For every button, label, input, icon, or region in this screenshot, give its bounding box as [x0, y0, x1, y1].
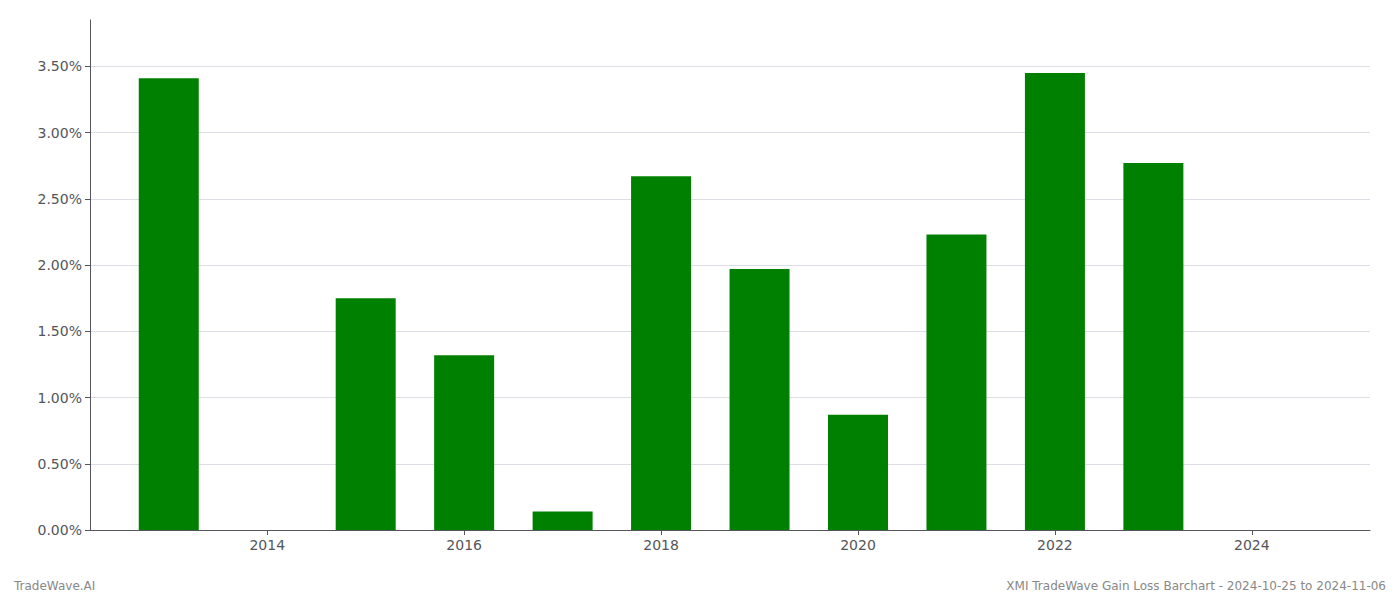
svg-text:2024: 2024: [1234, 537, 1270, 553]
svg-text:2016: 2016: [446, 537, 482, 553]
svg-text:2018: 2018: [643, 537, 679, 553]
svg-text:3.50%: 3.50%: [38, 58, 82, 74]
svg-text:1.00%: 1.00%: [38, 390, 82, 406]
svg-text:TradeWave.AI: TradeWave.AI: [13, 579, 95, 593]
svg-text:2014: 2014: [249, 537, 285, 553]
svg-text:1.50%: 1.50%: [38, 323, 82, 339]
svg-text:2.50%: 2.50%: [38, 191, 82, 207]
svg-text:2022: 2022: [1037, 537, 1073, 553]
svg-text:3.00%: 3.00%: [38, 125, 82, 141]
svg-text:0.00%: 0.00%: [38, 522, 82, 538]
svg-text:2020: 2020: [840, 537, 876, 553]
svg-text:0.50%: 0.50%: [38, 456, 82, 472]
svg-text:XMI TradeWave Gain Loss Barcha: XMI TradeWave Gain Loss Barchart - 2024-…: [1006, 579, 1386, 593]
svg-text:2.00%: 2.00%: [38, 257, 82, 273]
